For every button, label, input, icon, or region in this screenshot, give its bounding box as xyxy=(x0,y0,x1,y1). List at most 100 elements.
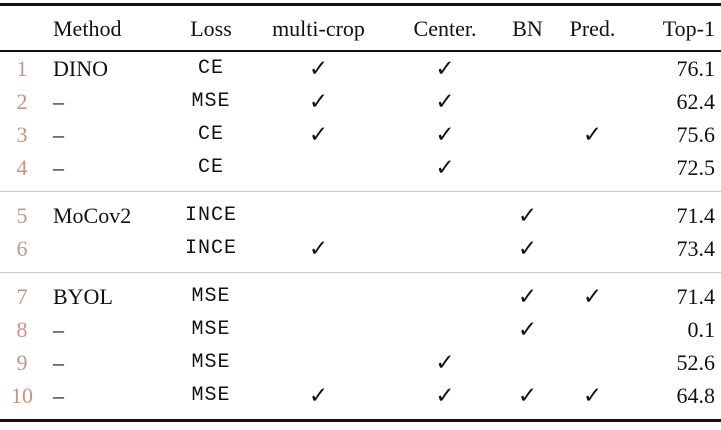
method-cell: – xyxy=(53,88,64,114)
method-cell: – xyxy=(53,316,64,342)
row-number: 8 xyxy=(16,316,28,342)
row-number: 1 xyxy=(16,55,28,81)
header-row: Method Loss multi-crop Center. BN Pred. … xyxy=(0,4,721,52)
centering-check: ✓ xyxy=(435,89,455,114)
table-row: 5 MoCov2 INCE ✓ 71.4 xyxy=(0,191,721,232)
table-row: 2– MSE ✓ ✓ 62.4 xyxy=(0,85,721,118)
top1-cell: 52.6 xyxy=(676,349,716,375)
top1-cell: 64.8 xyxy=(676,382,716,408)
row-number: 10 xyxy=(11,382,33,408)
multi-crop-check: ✓ xyxy=(308,89,329,114)
top1-cell: 71.4 xyxy=(635,191,721,232)
loss-cell: CE xyxy=(197,155,224,179)
method-cell xyxy=(44,232,170,273)
top1-cell: 76.1 xyxy=(676,55,716,81)
loss-cell: MSE xyxy=(191,89,231,113)
multi-crop-check xyxy=(252,313,385,346)
table-row: 3– CE ✓ ✓ ✓ 75.6 xyxy=(0,118,721,151)
bn-check xyxy=(505,85,550,118)
multi-crop-check: ✓ xyxy=(308,383,329,408)
row-number: 4 xyxy=(16,154,28,180)
table-row: 6 INCE ✓ ✓ 73.4 xyxy=(0,232,721,273)
loss-cell: INCE xyxy=(184,236,237,260)
multi-crop-check xyxy=(252,151,385,192)
header-multi-crop: multi-crop xyxy=(252,4,385,52)
pred-check xyxy=(550,151,635,192)
row-number: 7 xyxy=(0,272,44,313)
header-centering: Center. xyxy=(385,4,505,52)
table-row: 1 DINO CE ✓ ✓ 76.1 xyxy=(0,51,721,85)
method-cell: – xyxy=(53,349,64,375)
header-top1: Top-1 xyxy=(635,4,721,52)
loss-cell: CE xyxy=(197,122,224,146)
row-number: 5 xyxy=(0,191,44,232)
header-loss: Loss xyxy=(170,4,252,52)
bn-check xyxy=(505,151,550,192)
row-number: 9 xyxy=(16,349,28,375)
method-cell: – xyxy=(53,154,64,180)
bn-check: ✓ xyxy=(505,272,550,313)
top1-cell: 75.6 xyxy=(676,121,716,147)
multi-crop-check: ✓ xyxy=(308,56,329,81)
multi-crop-check xyxy=(252,272,385,313)
centering-check: ✓ xyxy=(435,383,455,408)
bn-check: ✓ xyxy=(505,191,550,232)
table-row: 9– MSE ✓ 52.6 xyxy=(0,346,721,379)
centering-check xyxy=(385,313,505,346)
table-row: 4– CE ✓ 72.5 xyxy=(0,151,721,192)
method-cell: DINO xyxy=(53,55,108,81)
centering-check xyxy=(385,272,505,313)
pred-check xyxy=(550,85,635,118)
bn-check xyxy=(505,346,550,379)
centering-check: ✓ xyxy=(435,350,455,375)
row-number: 6 xyxy=(16,235,28,261)
table-row: 8– MSE ✓ 0.1 xyxy=(0,313,721,346)
bn-check xyxy=(505,51,550,85)
method-cell: – xyxy=(53,121,64,147)
top1-cell: 62.4 xyxy=(676,88,716,114)
centering-check xyxy=(385,232,505,273)
centering-check: ✓ xyxy=(435,56,455,81)
table-row: 7 BYOL MSE ✓ ✓ 71.4 xyxy=(0,272,721,313)
multi-crop-check xyxy=(252,346,385,379)
top1-cell: 0.1 xyxy=(687,316,716,342)
header-pred: Pred. xyxy=(550,4,635,52)
pred-check xyxy=(550,51,635,85)
top1-cell: 73.4 xyxy=(676,235,716,261)
table-row: 10– MSE ✓ ✓ ✓ ✓ 64.8 xyxy=(0,379,721,421)
row-number: 3 xyxy=(16,121,28,147)
pred-check xyxy=(550,346,635,379)
pred-check xyxy=(550,313,635,346)
loss-cell: MSE xyxy=(191,350,231,374)
row-number: 2 xyxy=(16,88,28,114)
pred-check xyxy=(550,232,635,273)
method-cell: MoCov2 xyxy=(44,191,170,232)
pred-check xyxy=(550,191,635,232)
method-cell: BYOL xyxy=(44,272,170,313)
bn-check: ✓ xyxy=(517,317,538,342)
centering-check: ✓ xyxy=(435,155,455,180)
loss-cell: MSE xyxy=(191,317,231,341)
multi-crop-check: ✓ xyxy=(308,122,329,147)
multi-crop-check xyxy=(252,191,385,232)
method-cell: – xyxy=(53,382,64,408)
pred-check: ✓ xyxy=(550,272,635,313)
header-row-number xyxy=(0,4,44,52)
centering-check: ✓ xyxy=(435,122,455,147)
loss-cell: MSE xyxy=(191,383,231,407)
table-body: 1 DINO CE ✓ ✓ 76.1 2– MSE ✓ ✓ 62.4 3– CE ✓ ✓ ✓ 75.6 4– CE ✓… xyxy=(0,51,721,421)
loss-cell: CE xyxy=(197,56,224,80)
loss-cell: MSE xyxy=(170,272,252,313)
loss-cell: INCE xyxy=(170,191,252,232)
ablation-table: Method Loss multi-crop Center. BN Pred. … xyxy=(0,3,721,422)
header-method: Method xyxy=(44,4,170,52)
bn-check xyxy=(505,118,550,151)
table-header: Method Loss multi-crop Center. BN Pred. … xyxy=(0,4,721,52)
centering-check xyxy=(385,191,505,232)
multi-crop-check: ✓ xyxy=(308,236,329,261)
header-bn: BN xyxy=(505,4,550,52)
pred-check: ✓ xyxy=(582,122,603,147)
bn-check: ✓ xyxy=(517,236,538,261)
bn-check: ✓ xyxy=(517,383,538,408)
